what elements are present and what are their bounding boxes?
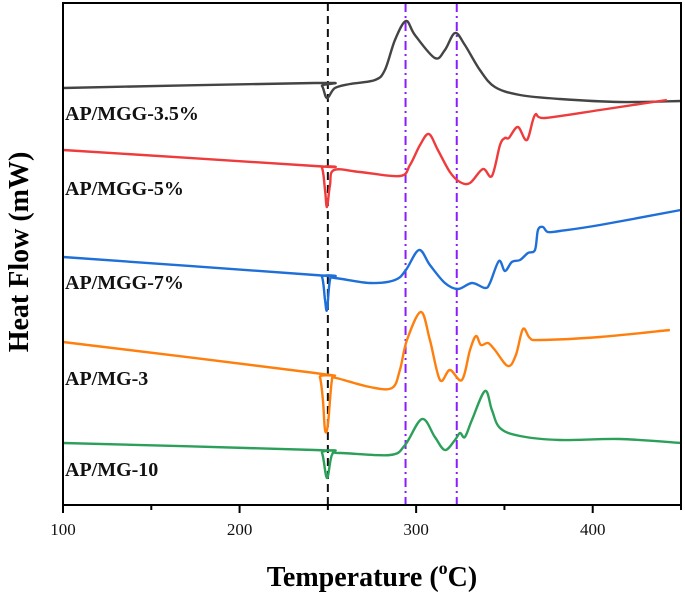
x-tick-label: 100 — [50, 520, 76, 539]
x-tick-label: 400 — [580, 520, 606, 539]
x-axis-title: Temperature (oC) — [267, 558, 477, 593]
x-axis: 100 200 300 400 — [50, 505, 682, 539]
plot-frame — [62, 2, 682, 506]
series-label-1: AP/MGG-5% — [65, 178, 184, 200]
series-line-0 — [62, 19, 681, 104]
series-label-4: AP/MG-10 — [65, 459, 158, 481]
x-tick-label: 200 — [227, 520, 253, 539]
reference-lines — [326, 3, 458, 505]
series-label-0: AP/MGG-3.5% — [65, 103, 199, 125]
y-axis-title: Heat Flow (mW) — [4, 152, 35, 353]
series-line-2 — [62, 208, 682, 312]
series-label-2: AP/MGG-7% — [65, 272, 184, 294]
series-labels: AP/MGG-3.5% AP/MGG-5% AP/MGG-7% AP/MG-3 AP/M… — [65, 103, 199, 481]
series-curves — [62, 19, 682, 480]
series-line-1 — [62, 98, 668, 209]
series-label-3: AP/MG-3 — [65, 368, 148, 390]
series-line-3 — [62, 310, 670, 434]
series-line-4 — [62, 389, 681, 480]
x-tick-label: 300 — [403, 520, 429, 539]
degree-superscript: o — [439, 558, 448, 578]
